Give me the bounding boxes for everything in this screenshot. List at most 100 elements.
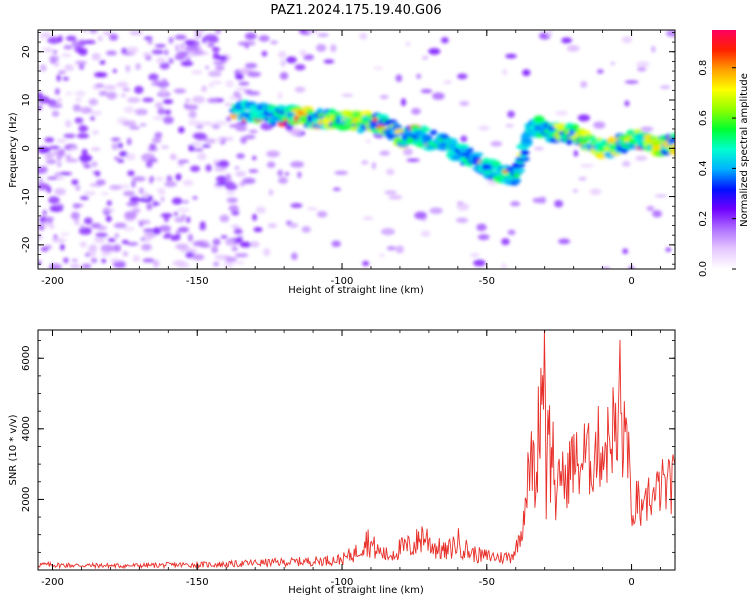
spectrogram-x-tick-label: -200 xyxy=(41,276,64,287)
heatmap-cell xyxy=(290,161,305,168)
spectrogram-x-axis-label: Height of straight line (km) xyxy=(288,285,424,296)
heatmap-cell xyxy=(178,126,185,134)
heatmap-cell xyxy=(225,182,238,191)
heatmap-cell xyxy=(637,67,647,72)
heatmap-cell xyxy=(139,222,144,227)
heatmap-cell xyxy=(45,159,57,164)
heatmap-cell xyxy=(216,55,228,61)
heatmap-cell xyxy=(153,78,159,84)
heatmap-cell xyxy=(175,173,182,181)
heatmap-cell xyxy=(248,169,259,173)
heatmap-cell xyxy=(90,257,98,264)
heatmap-cell xyxy=(82,126,89,131)
heatmap-cell xyxy=(100,191,109,196)
heatmap-cell xyxy=(173,88,186,94)
heatmap-cell xyxy=(341,93,354,97)
heatmap-cell xyxy=(460,135,468,143)
heatmap-cell xyxy=(270,40,278,45)
heatmap-cell xyxy=(473,259,486,267)
heatmap-cell xyxy=(501,238,510,246)
heatmap-cell xyxy=(237,41,249,46)
heatmap-cell xyxy=(127,170,135,177)
heatmap-cell xyxy=(386,168,395,176)
heatmap-cell xyxy=(63,45,73,50)
heatmap-cell xyxy=(152,116,166,120)
heatmap-cell xyxy=(155,102,164,110)
heatmap-cell xyxy=(156,57,166,64)
heatmap-cell xyxy=(54,188,66,196)
heatmap-cell xyxy=(226,116,232,122)
heatmap-cell xyxy=(520,149,530,156)
heatmap-cell xyxy=(277,50,287,59)
heatmap-cell xyxy=(225,239,236,246)
heatmap-cell xyxy=(420,89,433,94)
snr-y-tick-label: 2000 xyxy=(21,487,32,512)
heatmap-cell xyxy=(125,64,131,73)
heatmap-cell xyxy=(362,216,374,220)
heatmap-cell xyxy=(39,64,47,72)
heatmap-cell xyxy=(54,88,60,95)
heatmap-cell xyxy=(175,243,189,250)
heatmap-cell xyxy=(267,223,277,228)
colorbar-gradient xyxy=(712,30,736,269)
heatmap-cell xyxy=(432,92,445,100)
heatmap-cell xyxy=(51,237,66,243)
heatmap-cell xyxy=(74,60,88,65)
heatmap-cell xyxy=(192,95,205,104)
snr-x-tick-label: -150 xyxy=(186,577,209,588)
heatmap-cell xyxy=(532,197,546,204)
heatmap-cell xyxy=(416,73,422,80)
heatmap-cell xyxy=(301,226,311,233)
heatmap-cell xyxy=(406,158,420,162)
heatmap-cell xyxy=(238,81,250,86)
heatmap-cell xyxy=(175,233,181,241)
heatmap-cell xyxy=(83,40,96,44)
heatmap-cell xyxy=(154,44,167,48)
heatmap-cell xyxy=(44,47,54,53)
heatmap-cell xyxy=(105,50,117,56)
spectrogram-frame xyxy=(37,29,676,270)
heatmap-cell xyxy=(359,32,368,40)
heatmap-cell xyxy=(593,121,606,129)
heatmap-cell xyxy=(230,224,241,229)
heatmap-cell xyxy=(180,42,185,51)
heatmap-cell xyxy=(193,148,204,152)
heatmap-cell xyxy=(507,110,515,118)
heatmap-cell xyxy=(247,72,253,77)
heatmap-cell xyxy=(129,126,140,130)
snr-x-tick-label: 0 xyxy=(628,577,634,588)
heatmap-cell xyxy=(182,179,194,187)
heatmap-cell xyxy=(90,116,95,121)
heatmap-cell xyxy=(123,190,136,197)
heatmap-cell xyxy=(54,172,60,178)
heatmap-cell xyxy=(56,138,67,143)
heatmap-cell xyxy=(117,142,123,149)
heatmap-cell xyxy=(610,61,616,65)
heatmap-cell xyxy=(95,232,108,238)
heatmap-cell xyxy=(71,40,80,48)
heatmap-cell xyxy=(589,188,602,196)
heatmap-cell xyxy=(441,37,449,44)
heatmap-cell xyxy=(207,43,215,48)
heatmap-cell xyxy=(621,36,633,44)
heatmap-cell xyxy=(60,243,65,251)
heatmap-cell xyxy=(69,264,81,268)
heatmap-cell xyxy=(56,74,61,82)
snr-y-axis-label: SNR (10 * v/v) xyxy=(8,414,19,485)
heatmap-cell xyxy=(103,31,112,36)
heatmap-cell xyxy=(146,202,153,211)
heatmap-cell xyxy=(428,48,441,55)
heatmap-cell xyxy=(362,260,370,267)
heatmap-cell xyxy=(96,225,108,231)
heatmap-cell xyxy=(646,206,655,211)
heatmap-cell xyxy=(149,143,157,151)
heatmap-cell xyxy=(53,61,60,67)
heatmap-cell xyxy=(457,201,464,205)
heatmap-cell xyxy=(64,119,72,128)
heatmap-cell xyxy=(651,45,656,53)
heatmap-cell xyxy=(152,137,162,144)
heatmap-cell xyxy=(89,30,98,34)
heatmap-cell xyxy=(91,52,101,61)
heatmap-cell xyxy=(277,169,284,177)
